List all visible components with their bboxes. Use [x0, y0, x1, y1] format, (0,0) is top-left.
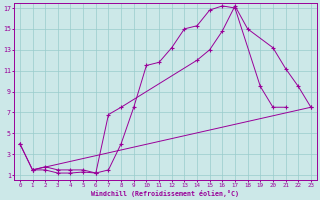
X-axis label: Windchill (Refroidissement éolien,°C): Windchill (Refroidissement éolien,°C) [92, 190, 239, 197]
